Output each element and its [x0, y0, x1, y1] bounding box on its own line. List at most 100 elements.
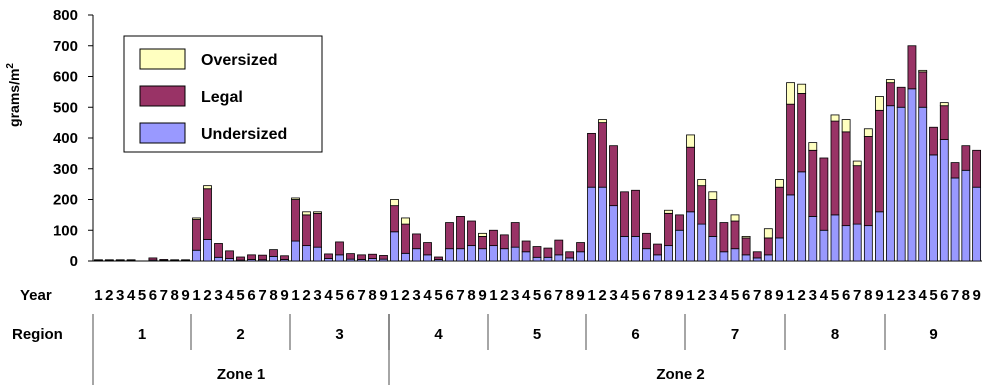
bar-segment-oversized: [875, 96, 884, 111]
bar-segment-legal: [115, 259, 125, 261]
region-group-9: [885, 45, 982, 262]
year-tick-label: 9: [280, 287, 288, 304]
year-tick-label: 5: [434, 287, 442, 304]
year-tick-label: 5: [138, 287, 146, 304]
region-label: 1: [138, 326, 146, 343]
bar-segment-undersized: [697, 223, 707, 262]
y-tick-label: 200: [53, 192, 78, 209]
bar-segment-legal: [653, 243, 662, 256]
bar-segment-legal: [192, 219, 201, 251]
bar-segment-undersized: [907, 88, 917, 262]
bar-segment-legal: [181, 259, 190, 261]
region-group-3: [291, 197, 388, 262]
bar-segment-undersized: [302, 245, 311, 262]
y-tick-label: 500: [53, 99, 78, 116]
bar-segment-legal: [972, 149, 982, 188]
bar-segment-legal: [258, 254, 267, 261]
bar-segment-undersized: [478, 248, 487, 262]
year-tick-label: 6: [842, 287, 850, 304]
bar-segment-undersized: [797, 171, 807, 262]
year-tick-label: 5: [533, 287, 541, 304]
year-tick-label: 9: [181, 287, 189, 304]
bar-segment-legal: [786, 103, 795, 196]
region-group-4: [390, 199, 487, 262]
year-tick-label: 8: [962, 287, 970, 304]
bar-segment-undersized: [214, 256, 223, 262]
bar-segment-undersized: [775, 237, 784, 262]
bar-segment-undersized: [313, 246, 322, 262]
bar-segment-legal: [741, 237, 751, 256]
bar-segment-oversized: [664, 209, 673, 214]
y-axis-label-main: grams/m: [6, 69, 22, 127]
year-tick-label: 7: [555, 287, 563, 304]
year-tick-label: 4: [127, 287, 136, 304]
bar-segment-legal: [368, 253, 377, 259]
bar-segment-legal: [686, 146, 695, 213]
bar-segment-legal: [280, 255, 289, 260]
bar-segment-legal: [819, 157, 829, 231]
year-tick-label: 3: [511, 287, 519, 304]
bar-segment-undersized: [875, 211, 884, 262]
bar-segment-undersized: [896, 106, 906, 262]
bar-segment-oversized: [775, 179, 784, 188]
bar-segment-legal: [565, 251, 575, 259]
bar-segment-legal: [445, 222, 454, 250]
bar-segment-oversized: [830, 114, 840, 122]
bar-segment-undersized: [808, 216, 818, 262]
bar-segment-undersized: [445, 248, 454, 262]
bar-segment-legal: [390, 205, 399, 233]
bar-segment-legal: [918, 71, 928, 108]
bar-segment-undersized: [609, 205, 618, 262]
bar-segment-undersized: [719, 251, 729, 262]
bar-segment-legal: [797, 93, 807, 173]
region-label: 6: [631, 326, 639, 343]
bar-segment-undersized: [576, 251, 585, 262]
bar-segment-legal: [554, 239, 564, 256]
bar-segment-undersized: [489, 245, 498, 262]
bar-segment-undersized: [620, 235, 629, 262]
year-tick-label: 3: [116, 287, 124, 304]
bar-segment-oversized: [686, 134, 695, 148]
region-group-5: [489, 222, 585, 262]
year-tick-label: 4: [820, 287, 829, 304]
bar-segment-undersized: [939, 139, 949, 262]
year-tick-label: 7: [753, 287, 761, 304]
bar-segment-undersized: [852, 223, 862, 262]
year-tick-label: 1: [94, 287, 102, 304]
region-group-1: [94, 257, 190, 262]
bar-segment-oversized: [730, 214, 740, 222]
year-tick-label: 6: [247, 287, 255, 304]
bar-segment-undersized: [730, 248, 740, 262]
year-tick-label: 8: [368, 287, 376, 304]
region-label: 8: [831, 326, 839, 343]
bar-segment-legal: [489, 229, 498, 247]
year-tick-label: 8: [565, 287, 573, 304]
bar-segment-undersized: [192, 249, 201, 262]
bar-segment-undersized: [950, 177, 960, 262]
bar-segment-legal: [543, 247, 553, 258]
bar-segment-oversized: [192, 217, 201, 220]
year-tick-label: 6: [940, 287, 948, 304]
bar-segment-undersized: [203, 239, 212, 262]
bar-segment-legal: [126, 259, 136, 261]
bar-segment-legal: [730, 220, 740, 250]
bar-segment-oversized: [478, 232, 487, 237]
bar-segment-legal: [247, 254, 256, 260]
bar-segment-undersized: [412, 248, 421, 262]
year-tick-label: 4: [324, 287, 333, 304]
bar-segment-undersized: [972, 186, 982, 262]
bar-segment-oversized: [390, 199, 399, 207]
legend: Oversized Legal Undersized: [123, 35, 323, 153]
bar-segment-undersized: [763, 254, 773, 262]
bar-segment-legal: [929, 126, 938, 156]
bar-segment-oversized: [708, 191, 718, 200]
bar-segment-undersized: [841, 225, 851, 262]
bar-segment-legal: [269, 249, 278, 257]
bar-segment-undersized: [664, 245, 673, 262]
bar-segment-undersized: [291, 240, 300, 262]
year-tick-label: 5: [731, 287, 739, 304]
year-tick-label: 6: [149, 287, 157, 304]
bar-segment-legal: [808, 149, 818, 217]
year-tick-label: 5: [335, 287, 343, 304]
